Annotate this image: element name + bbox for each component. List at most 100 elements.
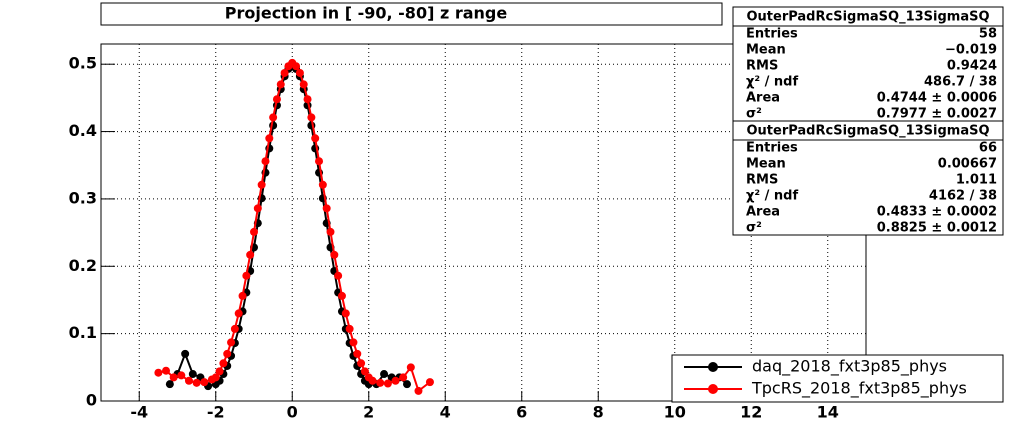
point [337,291,346,300]
y-tick-label: 0.3 [69,188,97,207]
point [326,227,335,236]
point [315,157,324,166]
x-tick-label: 2 [363,403,374,422]
stats-value: 66 [979,141,997,156]
stats-value: 0.4833 ± 0.0002 [877,205,997,220]
legend-label: daq_2018_fxt3p85_phys [752,357,947,377]
point [272,95,281,104]
point [311,134,320,143]
x-tick-label: -2 [207,403,225,422]
point [265,134,274,143]
point [276,80,285,89]
point [307,113,316,122]
y-tick-label: 0 [86,391,97,410]
point [253,204,262,213]
stats-label: χ² / ndf [746,75,798,90]
point [269,113,278,122]
point [223,349,232,358]
point [215,367,224,376]
stats-label: Entries [746,27,798,42]
point [399,373,408,382]
point [165,380,174,389]
point [360,367,369,376]
x-tick-label: 0 [287,403,298,422]
stats-label: χ² / ndf [746,189,798,204]
stats-value: 58 [979,27,997,42]
stats-label: Area [746,91,780,106]
legend-marker [708,384,718,394]
y-tick-label: 0.5 [69,54,97,73]
stats-value: 0.4744 ± 0.0006 [877,91,997,106]
point [299,80,308,89]
point [234,309,243,318]
point [341,309,350,318]
legend-box [671,354,1004,403]
point [280,68,289,77]
y-tick-label: 0.2 [69,256,97,275]
point [380,370,389,379]
x-tick-label: 6 [516,403,527,422]
point [211,373,220,382]
point [349,338,358,347]
point [230,324,239,333]
point [188,370,197,379]
fit-line [169,65,408,388]
legend-marker [708,362,718,372]
point [425,378,434,387]
stats-label: RMS [746,59,778,74]
legend-label: TpcRS_2018_fxt3p85_phys [751,379,967,399]
point [391,376,400,385]
stats-label: Entries [746,141,798,156]
chart-title: Projection in [ -90, -80] z range [225,4,508,23]
point [330,250,339,259]
point [227,338,236,347]
point [292,62,301,71]
y-tick-label: 0.4 [69,121,97,140]
stats-label: Mean [746,157,786,172]
point [318,180,327,189]
point [177,371,186,380]
point [368,376,377,385]
point [154,368,163,377]
point [406,363,415,372]
point [322,204,331,213]
point [303,95,312,104]
x-tick-label: 8 [593,403,604,422]
stats-label: RMS [746,173,778,188]
stats-value: −0.019 [945,43,997,58]
point [250,227,258,236]
stats-value: 0.00667 [938,157,997,172]
point [200,378,209,387]
point [353,349,362,358]
fit-line [158,61,431,393]
stats-title: OuterPadRcSigmaSQ_13SigmaSQ [746,10,989,25]
point [184,376,193,385]
stats-value: 0.9424 [947,59,997,74]
stats-label: Area [746,205,780,220]
point [376,378,385,387]
x-tick-label: -4 [130,403,148,422]
stats-value: 4162 / 38 [929,189,997,204]
point [162,366,171,375]
point [246,250,255,259]
point [345,324,354,333]
stats-value: 486.7 / 38 [924,75,997,90]
x-tick-label: 4 [440,403,451,422]
point [403,380,411,389]
stats-value: 0.8825 ± 0.0012 [877,221,997,236]
point [383,379,392,388]
stats-label: σ² [746,221,762,236]
point [257,180,266,189]
point [357,359,366,368]
x-tick-label: 12 [740,403,762,422]
point [334,271,343,280]
point [238,291,247,300]
point [219,359,228,368]
x-tick-label: 14 [817,403,839,422]
stats-label: Mean [746,43,786,58]
stats-value: 0.7977 ± 0.0027 [877,107,997,122]
point [242,271,251,280]
x-tick-label: 10 [664,403,686,422]
stats-label: σ² [746,107,762,122]
